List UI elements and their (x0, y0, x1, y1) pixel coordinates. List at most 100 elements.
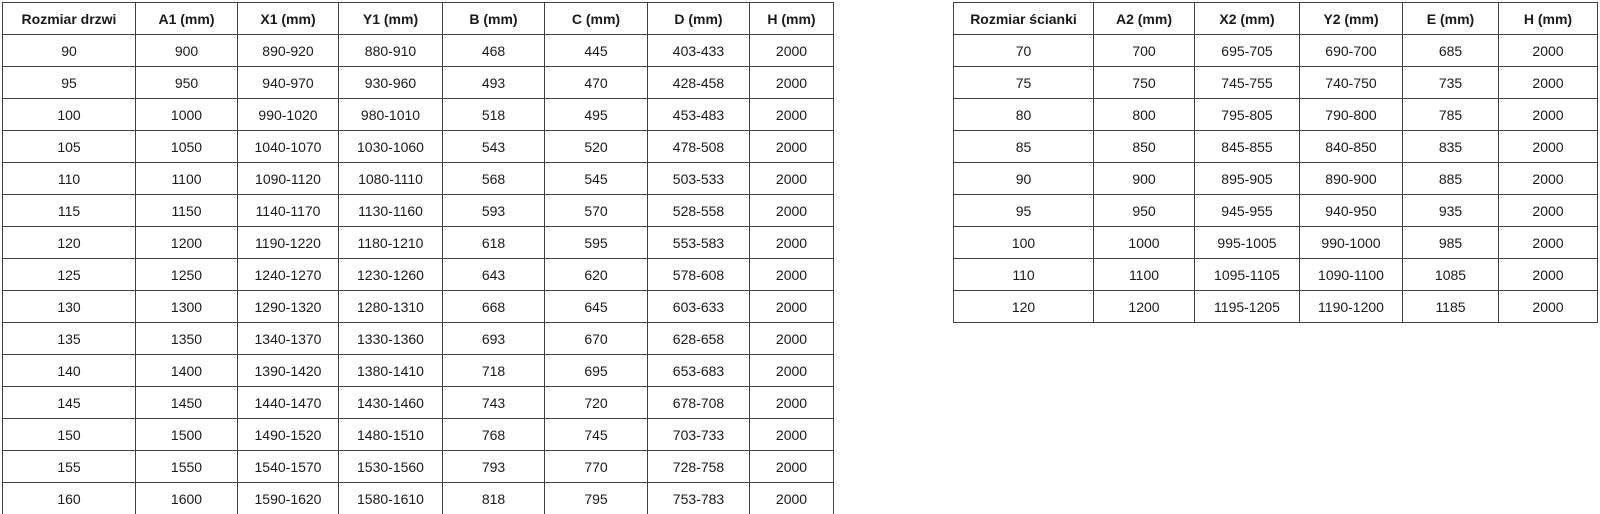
table-row: 120 1200 1190-1220 1180-1210 618 595 553-583 20… (2, 226, 834, 259)
table-cell: 1230-1260 (338, 258, 443, 291)
table-cell: 768 (442, 418, 545, 451)
table-cell: 1400 (135, 354, 238, 387)
table-cell: 990-1020 (237, 98, 339, 131)
table-cell: 428-458 (647, 66, 750, 99)
table-cell: 668 (442, 290, 545, 323)
table-cell: 528-558 (647, 194, 750, 227)
table-cell: 618 (442, 226, 545, 259)
table-cell: 1190-1220 (237, 226, 339, 259)
table-cell: 453-483 (647, 98, 750, 131)
table-cell: 728-758 (647, 450, 750, 483)
table-cell: 753-783 (647, 482, 750, 514)
table-cell: 120 (2, 226, 136, 259)
table-cell: 2000 (749, 386, 834, 419)
table-cell: 685 (1402, 34, 1499, 67)
table-cell: 718 (442, 354, 545, 387)
table-cell: 568 (442, 162, 545, 195)
table-cell: 470 (544, 66, 648, 99)
table-cell: 1590-1620 (237, 482, 339, 514)
table-cell: 1185 (1402, 290, 1499, 323)
table-cell: 160 (2, 482, 136, 514)
table-cell: 150 (2, 418, 136, 451)
table-cell: 603-633 (647, 290, 750, 323)
column-header: Rozmiar ścianki (953, 2, 1094, 35)
table-cell: 1500 (135, 418, 238, 451)
table-cell: 795 (544, 482, 648, 514)
table-cell: 543 (442, 130, 545, 163)
table-cell: 593 (442, 194, 545, 227)
table-cell: 2000 (1498, 98, 1598, 131)
table-cell: 1200 (135, 226, 238, 259)
table-cell: 620 (544, 258, 648, 291)
table-cell: 1200 (1093, 290, 1195, 323)
table-row: 105 1050 1040-1070 1030-1060 543 520 478-508 20… (2, 130, 834, 163)
table-cell: 155 (2, 450, 136, 483)
table-row: 85 850 845-855 840-850 835 2000 (953, 130, 1598, 163)
table-cell: 850 (1093, 130, 1195, 163)
table-cell: 2000 (749, 162, 834, 195)
column-header: A2 (mm) (1093, 2, 1195, 35)
table-cell: 895-905 (1194, 162, 1300, 195)
column-header: Rozmiar drzwi (2, 2, 136, 35)
table-cell: 750 (1093, 66, 1195, 99)
table-cell: 1280-1310 (338, 290, 443, 323)
table-cell: 1100 (1093, 258, 1195, 291)
table-row: 110 1100 1095-1105 1090-1100 1085 2000 (953, 258, 1598, 291)
table-cell: 2000 (749, 66, 834, 99)
table-cell: 1030-1060 (338, 130, 443, 163)
table-cell: 985 (1402, 226, 1499, 259)
table-cell: 403-433 (647, 34, 750, 67)
table-cell: 1090-1120 (237, 162, 339, 195)
table-cell: 1090-1100 (1299, 258, 1403, 291)
table-cell: 2000 (749, 226, 834, 259)
table-cell: 553-583 (647, 226, 750, 259)
table-cell: 478-508 (647, 130, 750, 163)
table-cell: 790-800 (1299, 98, 1403, 131)
table-cell: 740-750 (1299, 66, 1403, 99)
table-cell: 110 (953, 258, 1094, 291)
table-cell: 570 (544, 194, 648, 227)
table-cell: 900 (1093, 162, 1195, 195)
table-cell: 890-920 (237, 34, 339, 67)
table-cell: 770 (544, 450, 648, 483)
table-cell: 503-533 (647, 162, 750, 195)
table-cell: 720 (544, 386, 648, 419)
table-cell: 1085 (1402, 258, 1499, 291)
table-cell: 2000 (749, 290, 834, 323)
table-cell: 493 (442, 66, 545, 99)
table-cell: 1195-1205 (1194, 290, 1300, 323)
table-cell: 670 (544, 322, 648, 355)
table-row: 100 1000 995-1005 990-1000 985 2000 (953, 226, 1598, 259)
table-cell: 2000 (749, 322, 834, 355)
table-cell: 845-855 (1194, 130, 1300, 163)
table-cell: 645 (544, 290, 648, 323)
table-cell: 2000 (1498, 290, 1598, 323)
table-cell: 2000 (1498, 258, 1598, 291)
table-cell: 745 (544, 418, 648, 451)
table-cell: 795-805 (1194, 98, 1300, 131)
table-cell: 628-658 (647, 322, 750, 355)
table-cell: 80 (953, 98, 1094, 131)
column-header: B (mm) (442, 2, 545, 35)
table-cell: 835 (1402, 130, 1499, 163)
table-cell: 2000 (749, 34, 834, 67)
table-cell: 135 (2, 322, 136, 355)
table-cell: 693 (442, 322, 545, 355)
table-cell: 545 (544, 162, 648, 195)
table-cell: 940-950 (1299, 194, 1403, 227)
table-cell: 110 (2, 162, 136, 195)
wall-table-header-row: Rozmiar ścianki A2 (mm) X2 (mm) Y2 (mm) E (m… (953, 2, 1598, 35)
column-header: E (mm) (1402, 2, 1499, 35)
table-row: 155 1550 1540-1570 1530-1560 793 770 728-758 20… (2, 450, 834, 483)
table-cell: 145 (2, 386, 136, 419)
table-cell: 745-755 (1194, 66, 1300, 99)
table-cell: 1190-1200 (1299, 290, 1403, 323)
table-cell: 1080-1110 (338, 162, 443, 195)
table-cell: 1050 (135, 130, 238, 163)
table-cell: 1250 (135, 258, 238, 291)
column-header: C (mm) (544, 2, 648, 35)
table-row: 90 900 890-920 880-910 468 445 403-433 2000 (2, 34, 834, 67)
door-table-header-row: Rozmiar drzwi A1 (mm) X1 (mm) Y1 (mm) B (mm)… (2, 2, 834, 35)
table-cell: 1430-1460 (338, 386, 443, 419)
